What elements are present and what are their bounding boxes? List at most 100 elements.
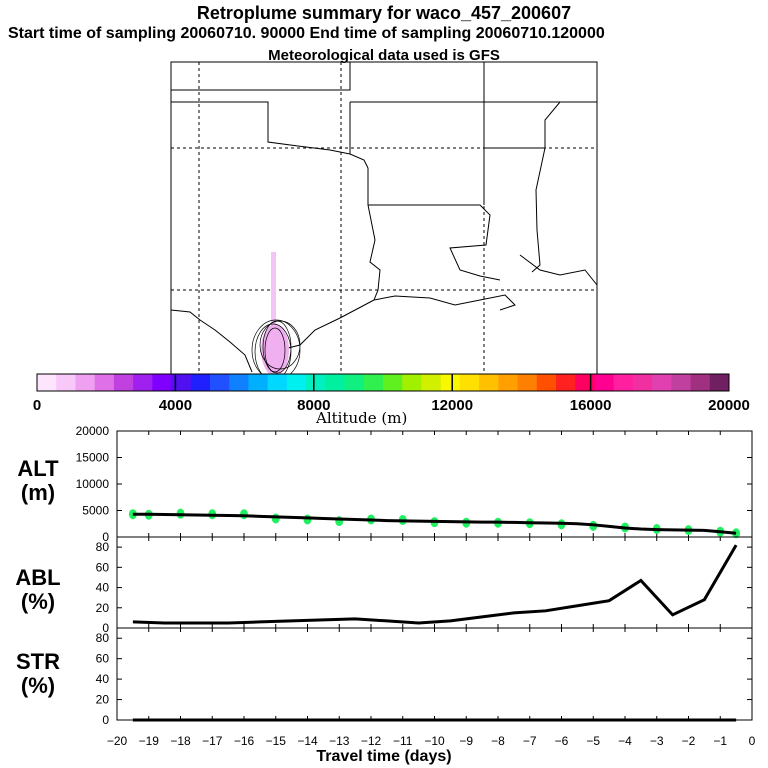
colorbar-swatch — [459, 374, 480, 391]
x-tick-label: −17 — [202, 734, 223, 748]
retroplume — [251, 252, 301, 381]
colorbar-swatch — [37, 374, 57, 391]
colorbar-swatch — [652, 374, 672, 391]
x-tick-label: −10 — [424, 734, 445, 748]
y-tick-label: 60 — [96, 560, 110, 574]
y-tick-label: 0 — [102, 713, 109, 727]
x-tick-label: −7 — [523, 734, 537, 748]
alt-scatter-point — [367, 514, 375, 525]
colorbar-tick-label: 20000 — [708, 397, 750, 414]
x-tick-label: −11 — [393, 734, 413, 748]
x-tick-label: 0 — [749, 734, 756, 748]
x-tick-label: −5 — [586, 734, 600, 748]
y-tick-label: 10000 — [76, 477, 110, 491]
colorbar-swatch — [690, 374, 711, 391]
colorbar-swatch — [56, 374, 76, 391]
str-panel-label: STR (%) — [16, 649, 60, 698]
state-boundaries — [170, 62, 598, 373]
x-tick-label: −19 — [139, 734, 160, 748]
colorbar-swatch — [363, 374, 384, 391]
colorbar-swatch — [75, 374, 96, 391]
y-tick-label: 0 — [102, 621, 109, 635]
y-tick-label: 40 — [96, 581, 110, 595]
colorbar-label: Altitude (m) — [316, 409, 408, 427]
colorbar-tick-label: 16000 — [570, 397, 612, 414]
colorbar-tick-label: 4000 — [159, 397, 192, 414]
colorbar-swatch — [556, 374, 576, 391]
colorbar-swatch — [344, 374, 365, 391]
colorbar-swatch — [575, 374, 595, 391]
chart-title: Retroplume summary for waco_457_200607 — [196, 3, 572, 23]
alt-scatter-point — [144, 509, 153, 520]
x-tick-label: −13 — [329, 734, 350, 748]
alt-scatter-point — [128, 509, 137, 520]
y-tick-label: 15000 — [76, 451, 110, 465]
abl-panel-frame — [116, 536, 753, 629]
colorbar-swatch — [94, 374, 115, 391]
x-tick-label: −9 — [459, 734, 473, 748]
alt-scatter-point — [525, 518, 534, 529]
colorbar-swatch — [421, 374, 442, 391]
alt-scatter-point — [589, 520, 598, 531]
abl-panel-label: ABL (%) — [15, 565, 61, 614]
alt-scatter-point — [621, 522, 629, 533]
x-tick-label: −20 — [107, 734, 128, 748]
alt-scatter-point — [716, 526, 725, 537]
y-tick-label: 20 — [96, 601, 110, 615]
str-panel-frame — [116, 627, 753, 721]
x-tick-label: −4 — [618, 734, 632, 748]
y-tick-label: 60 — [96, 652, 110, 666]
y-tick-label: 80 — [96, 631, 110, 645]
colorbar-swatch — [152, 374, 173, 391]
alt-scatter-point — [652, 524, 661, 535]
colorbar-swatch — [671, 374, 692, 391]
colorbar-swatch — [248, 374, 269, 391]
colorbar-outline — [36, 373, 730, 392]
y-tick-label: 80 — [96, 540, 110, 554]
colorbar-tick-label: 0 — [33, 397, 41, 414]
x-tick-label: −8 — [491, 734, 505, 748]
x-tick-label: −18 — [170, 734, 191, 748]
colorbar-swatch — [210, 374, 230, 391]
colorbar-swatch — [498, 374, 519, 391]
x-tick-label: −2 — [682, 734, 696, 748]
alt-scatter-point — [271, 513, 280, 524]
x-tick-label: −1 — [713, 734, 727, 748]
colorbar-swatch — [709, 374, 730, 391]
colorbar-swatch — [171, 374, 192, 391]
x-axis-label: Travel time (days) — [316, 748, 452, 765]
alt-series-line — [132, 512, 737, 535]
alt-panel-frame — [116, 430, 753, 538]
y-tick-label: 5000 — [82, 504, 109, 518]
alt-scatter-point — [208, 509, 217, 520]
map-gridlines — [171, 62, 597, 374]
colorbar-swatch — [325, 374, 346, 391]
x-tick-label: −3 — [650, 734, 664, 748]
y-tick-label: 0 — [102, 530, 109, 544]
alt-scatter-point — [240, 509, 248, 520]
colorbar-tick-label: 12000 — [431, 397, 473, 414]
x-tick-label: −6 — [555, 734, 569, 748]
map-frame — [170, 61, 598, 381]
alt-scatter-point — [557, 519, 566, 530]
colorbar-swatch — [229, 374, 249, 391]
x-tick-label: −12 — [361, 734, 382, 748]
y-tick-label: 20000 — [76, 424, 110, 438]
colorbar-swatch — [286, 374, 307, 391]
x-tick-label: −14 — [297, 734, 318, 748]
alt-scatter-point — [176, 508, 185, 519]
alt-scatter-point — [430, 517, 439, 528]
alt-scatter-point — [462, 517, 471, 528]
colorbar-swatch — [632, 374, 653, 391]
colorbar-swatch — [594, 374, 615, 391]
alt-scatter-point — [303, 514, 312, 525]
sampling-time-line: Start time of sampling 20060710. 90000 E… — [8, 25, 605, 42]
colorbar-swatch — [440, 374, 461, 391]
colorbar-swatch — [306, 374, 326, 391]
met-data-line: Meteorological data used is GFS — [268, 47, 500, 64]
colorbar-swatch — [113, 374, 134, 391]
colorbar-swatch — [190, 374, 211, 391]
